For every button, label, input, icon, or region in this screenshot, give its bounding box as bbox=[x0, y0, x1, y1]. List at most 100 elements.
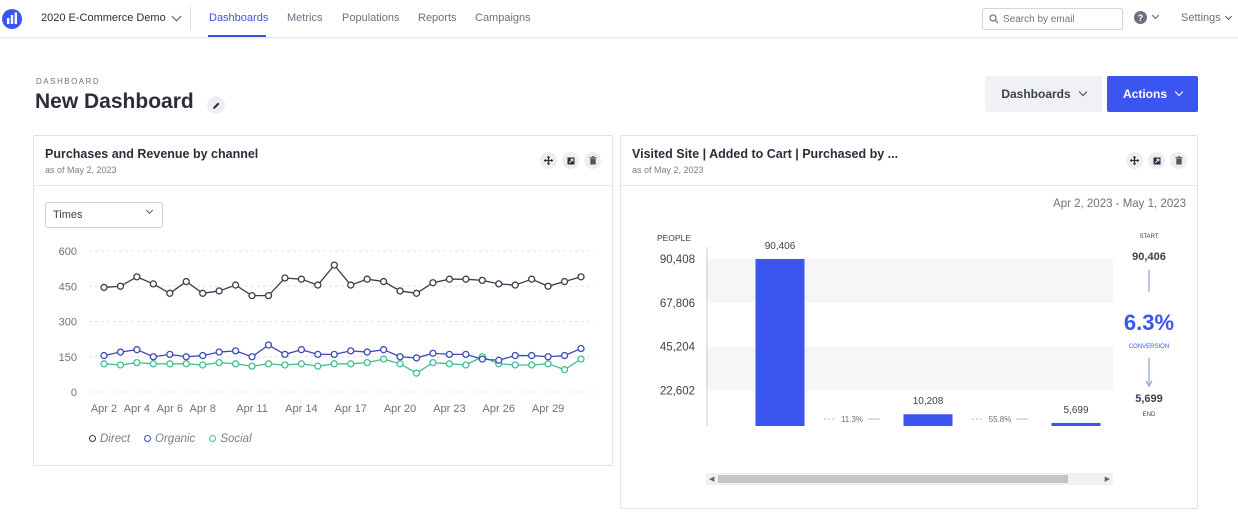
legend-item-organic[interactable]: Organic bbox=[144, 433, 195, 445]
data-point-organic[interactable] bbox=[330, 350, 338, 359]
data-point-organic[interactable] bbox=[544, 353, 552, 361]
help-menu[interactable]: ? bbox=[1134, 11, 1160, 24]
data-point-social[interactable] bbox=[396, 360, 404, 368]
data-point-direct[interactable] bbox=[495, 280, 503, 288]
data-point-organic[interactable] bbox=[511, 351, 519, 360]
data-point-social[interactable] bbox=[116, 361, 125, 369]
data-point-direct[interactable] bbox=[248, 292, 256, 300]
data-point-direct[interactable] bbox=[231, 281, 240, 289]
data-point-social[interactable] bbox=[462, 361, 470, 369]
data-point-organic[interactable] bbox=[347, 347, 355, 355]
data-point-direct[interactable] bbox=[116, 282, 125, 290]
edit-title-button[interactable] bbox=[207, 96, 225, 114]
data-point-direct[interactable] bbox=[528, 275, 536, 283]
data-point-direct[interactable] bbox=[462, 275, 470, 283]
legend-item-direct[interactable]: Direct bbox=[89, 433, 130, 445]
data-point-social[interactable] bbox=[528, 361, 536, 369]
data-point-social[interactable] bbox=[248, 362, 256, 370]
trash-icon[interactable] bbox=[1170, 152, 1187, 169]
data-point-direct[interactable] bbox=[560, 277, 569, 286]
scroll-right-icon[interactable]: ▶ bbox=[1104, 476, 1110, 483]
data-point-social[interactable] bbox=[544, 360, 552, 368]
data-point-organic[interactable] bbox=[478, 355, 486, 363]
data-point-social[interactable] bbox=[560, 366, 569, 374]
project-selector[interactable]: 2020 E-Commerce Demo bbox=[41, 11, 182, 24]
data-point-organic[interactable] bbox=[528, 351, 536, 360]
data-point-direct[interactable] bbox=[412, 289, 421, 297]
data-point-organic[interactable] bbox=[231, 347, 240, 355]
data-point-organic[interactable] bbox=[264, 341, 273, 349]
data-point-organic[interactable] bbox=[199, 351, 207, 360]
data-point-social[interactable] bbox=[511, 361, 519, 369]
data-point-direct[interactable] bbox=[478, 276, 486, 285]
data-point-organic[interactable] bbox=[248, 353, 256, 361]
expand-icon[interactable] bbox=[1148, 152, 1165, 169]
data-point-direct[interactable] bbox=[544, 282, 552, 290]
data-point-organic[interactable] bbox=[215, 348, 223, 356]
data-point-social[interactable] bbox=[215, 358, 223, 367]
data-point-social[interactable] bbox=[149, 360, 157, 368]
data-point-organic[interactable] bbox=[133, 346, 141, 354]
data-point-direct[interactable] bbox=[281, 274, 289, 282]
data-point-social[interactable] bbox=[100, 360, 108, 368]
nav-campaigns[interactable]: Campaigns bbox=[475, 12, 531, 24]
nav-dashboards[interactable]: Dashboards bbox=[209, 12, 269, 24]
data-point-social[interactable] bbox=[297, 360, 306, 368]
scroll-left-icon[interactable]: ◀ bbox=[709, 476, 715, 483]
move-icon[interactable] bbox=[1126, 152, 1143, 169]
data-point-direct[interactable] bbox=[133, 273, 141, 281]
data-point-organic[interactable] bbox=[297, 346, 306, 354]
data-point-social[interactable] bbox=[347, 360, 355, 368]
data-point-social[interactable] bbox=[577, 355, 585, 363]
data-point-direct[interactable] bbox=[396, 287, 404, 295]
data-point-social[interactable] bbox=[166, 360, 174, 368]
data-point-direct[interactable] bbox=[511, 281, 519, 289]
data-point-social[interactable] bbox=[330, 360, 338, 368]
funnel-bar[interactable] bbox=[1051, 422, 1101, 426]
data-point-direct[interactable] bbox=[100, 283, 108, 292]
data-point-social[interactable] bbox=[281, 361, 289, 369]
settings-menu[interactable]: Settings bbox=[1181, 12, 1232, 24]
search-box[interactable] bbox=[982, 8, 1123, 30]
data-point-organic[interactable] bbox=[166, 350, 174, 359]
data-point-organic[interactable] bbox=[314, 350, 322, 359]
data-point-social[interactable] bbox=[314, 362, 322, 370]
data-point-direct[interactable] bbox=[445, 275, 454, 283]
legend-item-social[interactable]: Social bbox=[209, 433, 252, 445]
data-point-social[interactable] bbox=[133, 358, 141, 367]
data-point-organic[interactable] bbox=[363, 348, 371, 356]
funnel-bar[interactable] bbox=[755, 259, 805, 426]
data-point-social[interactable] bbox=[363, 358, 371, 367]
data-point-direct[interactable] bbox=[264, 292, 273, 300]
data-point-organic[interactable] bbox=[560, 351, 569, 360]
data-point-social[interactable] bbox=[429, 358, 437, 367]
metric-select[interactable]: Times bbox=[45, 202, 163, 228]
funnel-bar[interactable] bbox=[903, 414, 953, 426]
nav-reports[interactable]: Reports bbox=[418, 12, 457, 24]
data-point-direct[interactable] bbox=[429, 279, 437, 287]
nav-populations[interactable]: Populations bbox=[342, 12, 400, 24]
data-point-social[interactable] bbox=[182, 360, 190, 368]
data-point-social[interactable] bbox=[412, 369, 421, 377]
move-icon[interactable] bbox=[540, 152, 557, 169]
data-point-social[interactable] bbox=[199, 361, 207, 369]
data-point-direct[interactable] bbox=[577, 273, 585, 281]
horizontal-scrollbar[interactable]: ◀ ▶ bbox=[706, 473, 1113, 485]
data-point-direct[interactable] bbox=[379, 277, 388, 286]
data-point-organic[interactable] bbox=[379, 346, 388, 354]
actions-dropdown-button[interactable]: Actions bbox=[1107, 76, 1198, 112]
data-point-organic[interactable] bbox=[149, 353, 157, 361]
data-point-social[interactable] bbox=[264, 360, 273, 368]
data-point-organic[interactable] bbox=[462, 350, 470, 359]
data-point-direct[interactable] bbox=[215, 287, 223, 295]
trash-icon[interactable] bbox=[584, 152, 601, 169]
data-point-direct[interactable] bbox=[199, 289, 207, 297]
data-point-organic[interactable] bbox=[429, 349, 437, 357]
data-point-direct[interactable] bbox=[363, 275, 371, 283]
data-point-social[interactable] bbox=[445, 360, 454, 368]
data-point-organic[interactable] bbox=[396, 353, 404, 361]
data-point-direct[interactable] bbox=[330, 261, 338, 269]
app-logo-icon[interactable] bbox=[2, 8, 22, 30]
data-point-direct[interactable] bbox=[347, 281, 355, 289]
data-point-organic[interactable] bbox=[116, 348, 125, 356]
